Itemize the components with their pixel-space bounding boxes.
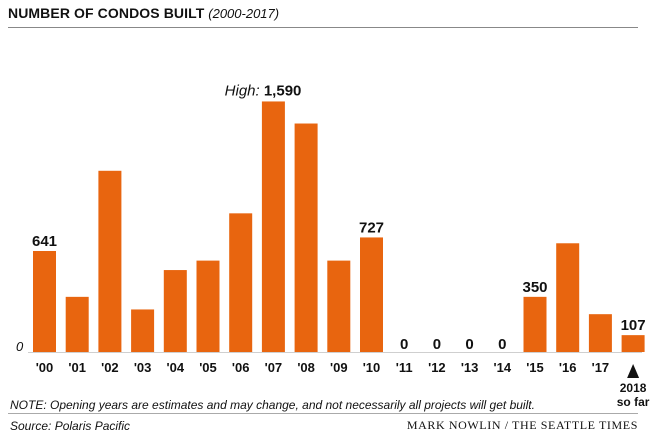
x-tick-label-13: '13 <box>461 360 479 375</box>
high-annotation-value: 1,590 <box>264 82 302 99</box>
bar-7 <box>261 101 285 352</box>
chart-title: NUMBER OF CONDOS BUILT (2000-2017) <box>8 5 279 21</box>
bar-6 <box>229 213 253 352</box>
x-tick-label-17: '17 <box>592 360 610 375</box>
bar-4 <box>163 270 187 352</box>
data-label-0: 641 <box>32 233 57 250</box>
data-label-10: 727 <box>359 219 384 236</box>
x-tick-label-3: '03 <box>134 360 152 375</box>
chart-title-range: (2000-2017) <box>208 6 280 21</box>
bar-9 <box>327 260 351 352</box>
bar-0 <box>33 250 56 352</box>
chart-note: NOTE: Opening years are estimates and ma… <box>10 398 535 412</box>
chart-source: Source: Polaris Pacific <box>10 419 131 433</box>
x-tick-label-4: '04 <box>167 360 185 375</box>
x-tick-label-9: '09 <box>330 360 348 375</box>
x-tick-label-8: '08 <box>297 360 315 375</box>
data-label-11: 0 <box>400 336 408 353</box>
title-divider <box>8 27 638 28</box>
x-tick-label-14: '14 <box>494 360 512 375</box>
bar-16 <box>556 243 580 352</box>
x-tick-label-6: '06 <box>232 360 250 375</box>
data-label-13: 0 <box>465 336 473 353</box>
x-tick-label-16: '16 <box>559 360 577 375</box>
y-zero-label: 0 <box>16 339 24 354</box>
x-tick-label-1: '01 <box>68 360 86 375</box>
data-label-18: 107 <box>621 317 646 334</box>
footer-divider <box>8 413 638 414</box>
x-tick-label-0: '00 <box>36 360 54 375</box>
bar-3 <box>131 309 155 352</box>
bar-1 <box>65 296 89 352</box>
bar-2 <box>98 170 122 352</box>
data-label-15: 350 <box>522 279 547 296</box>
x-tick-label-18-line1: 2018 <box>620 381 647 395</box>
x-tick-label-2: '02 <box>101 360 119 375</box>
x-tick-label-11: '11 <box>396 360 413 375</box>
bar-8 <box>294 123 318 352</box>
x-tick-label-12: '12 <box>428 360 446 375</box>
chart-title-main: NUMBER OF CONDOS BUILT <box>8 5 205 21</box>
bar-15 <box>523 296 547 352</box>
x-tick-label-10: '10 <box>363 360 381 375</box>
current-year-marker-icon <box>627 364 640 378</box>
x-tick-label-5: '05 <box>199 360 217 375</box>
chart-credit: MARK NOWLIN / THE SEATTLE TIMES <box>406 418 638 432</box>
x-tick-label-15: '15 <box>526 360 544 375</box>
data-label-12: 0 <box>433 336 441 353</box>
bar-17 <box>588 314 612 352</box>
bar-10 <box>360 237 383 352</box>
bar-5 <box>196 260 220 352</box>
high-annotation: High: 1,590 <box>225 82 302 99</box>
high-annotation-prefix: High: <box>225 82 264 99</box>
x-tick-label-18-line2: so far <box>617 395 650 409</box>
bar-18 <box>621 335 645 352</box>
x-tick-label-7: '07 <box>265 360 283 375</box>
data-label-14: 0 <box>498 336 506 353</box>
